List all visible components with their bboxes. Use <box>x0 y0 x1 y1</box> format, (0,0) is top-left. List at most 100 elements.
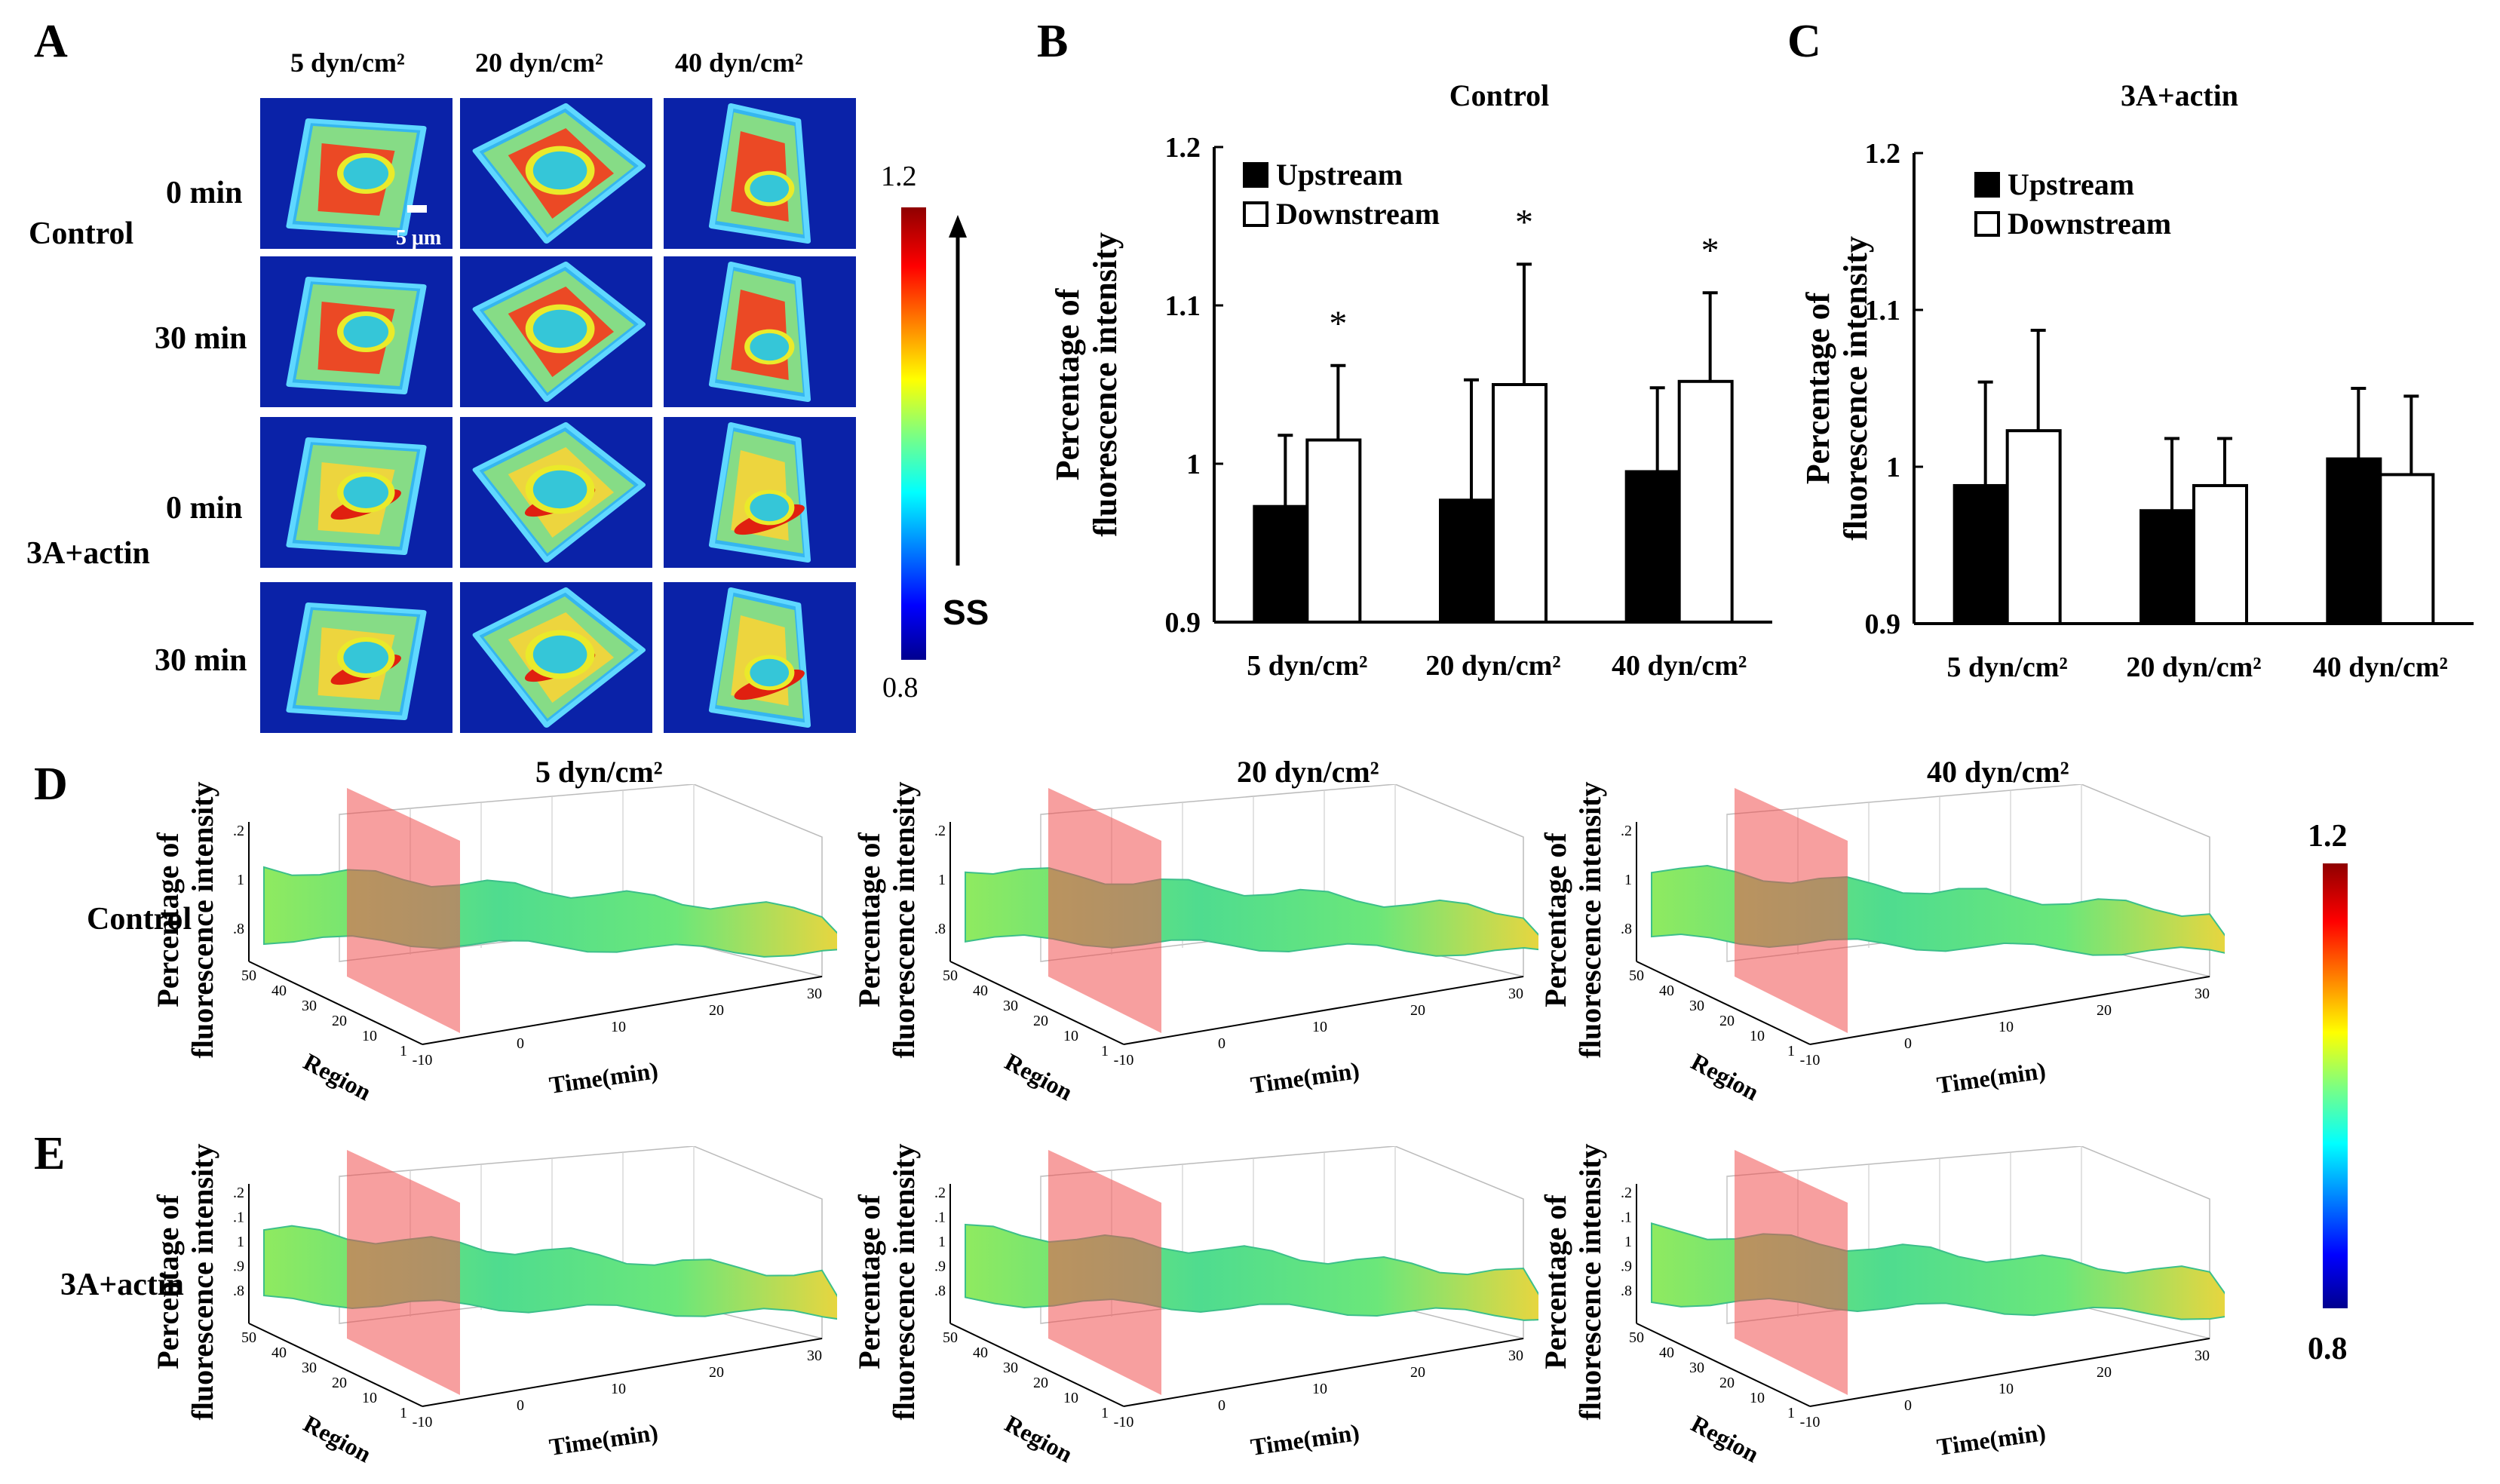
region-axis-label: Region <box>1001 1409 1078 1463</box>
surface-plot: 1.2 1.1 1 0.9 0.8 50 40 30 20 10 1 -10 0 10 20 30 Region… <box>234 1146 837 1463</box>
region-tick-label: 10 <box>1063 1028 1078 1044</box>
surface-z-label: Percentage of fluorescence intensity <box>852 1143 921 1421</box>
surface-title-40: 40 dyn/cm² <box>1927 755 2069 789</box>
surface-plot: 1.2 1 0.8 50 40 30 20 10 1 -10 0 10 20 30 Region Time(m… <box>234 784 837 1101</box>
time-tick-label: 20 <box>1410 1364 1425 1381</box>
z-tick-label: 0.9 <box>935 1259 946 1275</box>
region-tick-label: 40 <box>271 983 287 999</box>
time-axis-label: Time(min) <box>548 1056 660 1099</box>
z-tick-label: 1 <box>1624 1234 1632 1250</box>
time-tick-label: 20 <box>1410 1002 1425 1019</box>
cell-image <box>260 417 452 568</box>
y-tick-label: 0.9 <box>1165 607 1201 639</box>
chart-title: Control <box>1449 78 1550 112</box>
cell-image <box>664 98 856 249</box>
cell-image <box>260 98 452 249</box>
region-tick-label: 10 <box>1750 1390 1765 1406</box>
row-label-control: Control <box>87 902 192 937</box>
region-tick-label: 30 <box>302 1360 317 1376</box>
flow-label-ss: SS <box>943 593 989 632</box>
z-tick-label: 0.8 <box>234 921 244 937</box>
region-tick-label: 1 <box>1787 1043 1795 1059</box>
time-axis <box>1809 1338 2210 1407</box>
time-tick-label: 30 <box>1508 1348 1523 1364</box>
time-tick-label: 30 <box>807 1348 822 1364</box>
region-axis <box>1636 1323 1811 1407</box>
x-category-label: 20 dyn/cm² <box>2126 652 2261 683</box>
region-axis <box>949 1323 1124 1407</box>
time-axis-label: Time(min) <box>1249 1056 1361 1099</box>
row-label-3a-actin: 3A+actin <box>60 1268 184 1302</box>
panel-label-b: B <box>1037 16 1069 67</box>
time-axis-label: Time(min) <box>1935 1056 2048 1099</box>
surface-plot: 1.2 1.1 1 0.9 0.8 50 40 30 20 10 1 -10 0 10 20 30 Region… <box>935 1146 1538 1463</box>
z-tick-label: 1.2 <box>1621 823 1632 839</box>
region-tick-label: 50 <box>943 967 958 984</box>
time-tick-label: 0 <box>1218 1397 1225 1414</box>
time-tick-label: 0 <box>1904 1035 1912 1052</box>
surface-title-5: 5 dyn/cm² <box>535 755 663 789</box>
region-tick-label: 40 <box>1659 983 1674 999</box>
y-tick-label: 1.2 <box>1165 132 1201 164</box>
region-axis-label: Region <box>299 1409 376 1463</box>
surface-z-label: Percentage of fluorescence intensity <box>151 1143 219 1421</box>
surface-z-label: Percentage of fluorescence intensity <box>1538 1143 1607 1421</box>
y-tick-label: 0.9 <box>1865 609 1901 640</box>
bar-chart-3a-actin: 3A+actin 0.9 1 1.1 1.2 Percentage offluoresce… <box>1799 78 2474 683</box>
col-header-5: 5 dyn/cm² <box>290 48 405 78</box>
time-tick-label: -10 <box>413 1414 433 1430</box>
region-tick-label: 1 <box>1101 1405 1109 1421</box>
region-tick-label: 20 <box>1033 1013 1048 1029</box>
bar-downstream <box>1677 379 1734 624</box>
bar-upstream <box>1253 504 1309 624</box>
z-tick-label: 0.8 <box>935 1283 946 1299</box>
surface-title-20: 20 dyn/cm² <box>1237 755 1379 789</box>
time-tick-label: 10 <box>611 1381 626 1397</box>
time-tick-label: -10 <box>1114 1414 1134 1430</box>
z-tick-label: 0.9 <box>234 1259 244 1275</box>
region-tick-label: 50 <box>1629 1329 1644 1346</box>
surface-z-label: Percentage of fluorescence intensity <box>151 781 219 1059</box>
bar-downstream <box>2005 429 2062 625</box>
region-tick-label: 30 <box>302 998 317 1014</box>
time-tick-label: -10 <box>1800 1414 1821 1430</box>
z-tick-label: 1.2 <box>234 823 244 839</box>
region-tick-label: 20 <box>332 1375 347 1391</box>
surface-plot: 1.2 1.1 1 0.9 0.8 50 40 30 20 10 1 -10 0 10 20 30 Region… <box>1621 1146 2225 1463</box>
region-tick-label: 20 <box>332 1013 347 1029</box>
bar-upstream <box>1952 483 2009 626</box>
bar-chart-control: Control 0.9 1 1.1 1.2 Percentage offluorescen… <box>1049 78 1772 682</box>
region-axis-label: Region <box>1687 1047 1764 1101</box>
legend-swatch <box>1243 162 1268 188</box>
region-tick-label: 50 <box>1629 967 1644 984</box>
region-tick-label: 1 <box>1787 1405 1795 1421</box>
y-tick-label: 1 <box>1886 452 1900 483</box>
stimulation-plane <box>1735 1150 1848 1395</box>
time-tick-label: 0 <box>1218 1035 1225 1052</box>
z-tick-label: 1 <box>938 1234 946 1250</box>
region-tick-label: 50 <box>943 1329 958 1346</box>
time-label-control-30: 30 min <box>155 321 247 356</box>
cell-image <box>460 417 652 568</box>
region-axis <box>949 961 1124 1045</box>
region-tick-label: 40 <box>973 1344 988 1361</box>
region-tick-label: 40 <box>1659 1344 1674 1361</box>
group-label-actin: 3A+actin <box>26 536 150 571</box>
y-tick-label: 1 <box>1186 449 1201 480</box>
time-axis <box>1809 976 2210 1045</box>
legend-swatch <box>1974 211 2000 237</box>
stimulation-plane <box>347 788 460 1033</box>
region-tick-label: 40 <box>271 1344 287 1361</box>
time-axis <box>1123 976 1524 1045</box>
significance-mark: * <box>1701 231 1719 271</box>
time-axis-label: Time(min) <box>1249 1418 1361 1461</box>
z-tick-label: 1 <box>1624 872 1632 888</box>
time-tick-label: 20 <box>709 1364 724 1381</box>
legend-label: Upstream <box>1276 158 1403 192</box>
region-tick-label: 10 <box>362 1390 377 1406</box>
z-tick-label: 0.8 <box>935 921 946 937</box>
time-tick-label: 20 <box>2097 1364 2112 1381</box>
y-tick-label: 1.2 <box>1865 138 1901 170</box>
panel-label-e: E <box>34 1128 66 1179</box>
z-tick-label: 0.8 <box>1621 1283 1632 1299</box>
